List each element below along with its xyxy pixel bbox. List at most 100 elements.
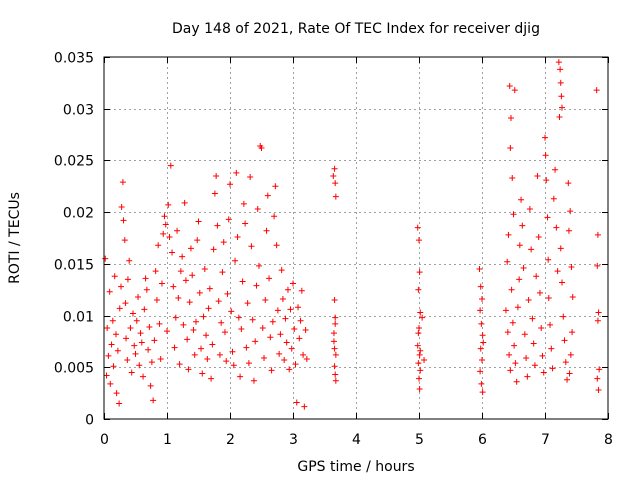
data-point xyxy=(176,361,183,368)
data-point xyxy=(253,282,260,289)
data-point xyxy=(194,237,201,244)
data-point xyxy=(276,350,283,357)
data-point xyxy=(229,348,236,355)
data-point xyxy=(122,300,129,307)
data-point xyxy=(569,329,576,336)
x-tick-label: 5 xyxy=(415,432,424,448)
data-point xyxy=(511,342,518,349)
data-point xyxy=(284,286,291,293)
data-point xyxy=(281,357,288,364)
data-point xyxy=(102,255,109,262)
y-tick-label: 0.015 xyxy=(54,258,94,274)
data-point xyxy=(110,363,117,370)
data-point xyxy=(190,327,197,334)
data-point xyxy=(214,222,221,229)
data-point xyxy=(523,354,530,361)
data-point xyxy=(414,224,421,231)
data-point xyxy=(509,319,516,326)
data-point xyxy=(107,380,114,387)
data-point xyxy=(109,317,116,324)
x-tick-label: 0 xyxy=(100,432,109,448)
data-point xyxy=(148,359,155,366)
data-point xyxy=(416,386,423,393)
data-point xyxy=(565,180,572,187)
x-tick-labels: 0 1 2 3 4 5 6 7 8 xyxy=(100,432,613,448)
data-point xyxy=(237,373,244,380)
data-point xyxy=(259,324,266,331)
data-point xyxy=(170,283,177,290)
data-point xyxy=(293,399,300,406)
data-point xyxy=(264,192,271,199)
data-point xyxy=(559,279,566,286)
data-point xyxy=(274,307,281,314)
data-point xyxy=(267,334,274,341)
data-point xyxy=(331,297,338,304)
y-tick-labels: 0 0.005 0.01 0.015 0.02 0.025 0.03 0.035 xyxy=(54,51,94,429)
data-point xyxy=(181,199,188,206)
data-point xyxy=(511,87,518,94)
data-point xyxy=(595,309,602,316)
x-tick-label: 7 xyxy=(541,432,550,448)
data-point xyxy=(211,190,218,197)
data-point xyxy=(167,162,174,169)
data-point xyxy=(332,320,339,327)
data-point xyxy=(479,332,486,339)
data-point xyxy=(161,213,168,220)
data-point xyxy=(520,264,527,271)
data-point xyxy=(279,296,286,303)
data-point xyxy=(136,362,143,369)
data-point xyxy=(146,323,153,330)
data-point xyxy=(123,335,130,342)
data-point xyxy=(518,196,525,203)
data-point xyxy=(298,287,305,294)
data-point xyxy=(235,314,242,321)
data-point xyxy=(526,206,533,213)
data-point xyxy=(221,329,228,336)
data-point xyxy=(415,286,422,293)
data-point xyxy=(120,217,127,224)
data-point xyxy=(477,307,484,314)
data-point xyxy=(108,341,115,348)
data-point xyxy=(477,283,484,290)
data-point xyxy=(330,338,337,345)
data-point xyxy=(301,403,308,410)
data-point xyxy=(416,237,422,244)
data-point xyxy=(291,326,298,333)
data-point xyxy=(292,361,299,368)
data-point xyxy=(201,266,208,273)
data-point xyxy=(566,370,573,377)
data-point xyxy=(268,367,275,374)
data-point xyxy=(165,201,172,208)
data-point xyxy=(271,213,278,220)
data-point xyxy=(302,327,309,334)
data-point xyxy=(415,330,422,337)
data-point xyxy=(417,347,424,354)
data-point xyxy=(177,268,184,275)
data-point xyxy=(266,275,273,282)
data-point xyxy=(179,253,186,260)
data-point xyxy=(557,245,564,252)
data-point xyxy=(300,351,307,358)
data-point xyxy=(263,227,270,234)
data-point xyxy=(416,375,422,382)
data-point xyxy=(121,237,128,244)
data-point xyxy=(184,336,191,343)
data-point xyxy=(330,172,337,179)
data-point xyxy=(103,372,110,379)
data-point xyxy=(113,390,120,397)
data-point xyxy=(198,345,205,352)
data-point xyxy=(186,299,193,306)
data-point xyxy=(535,233,542,240)
data-point xyxy=(192,318,199,325)
data-point xyxy=(476,266,483,273)
data-point xyxy=(208,375,215,382)
data-point xyxy=(135,293,142,300)
data-point xyxy=(158,280,165,287)
y-tick-label: 0.02 xyxy=(63,206,94,222)
data-point xyxy=(118,283,125,290)
data-point xyxy=(258,145,265,152)
data-point xyxy=(195,218,202,225)
data-point xyxy=(116,400,123,407)
data-point xyxy=(272,183,279,190)
data-point xyxy=(504,258,511,265)
